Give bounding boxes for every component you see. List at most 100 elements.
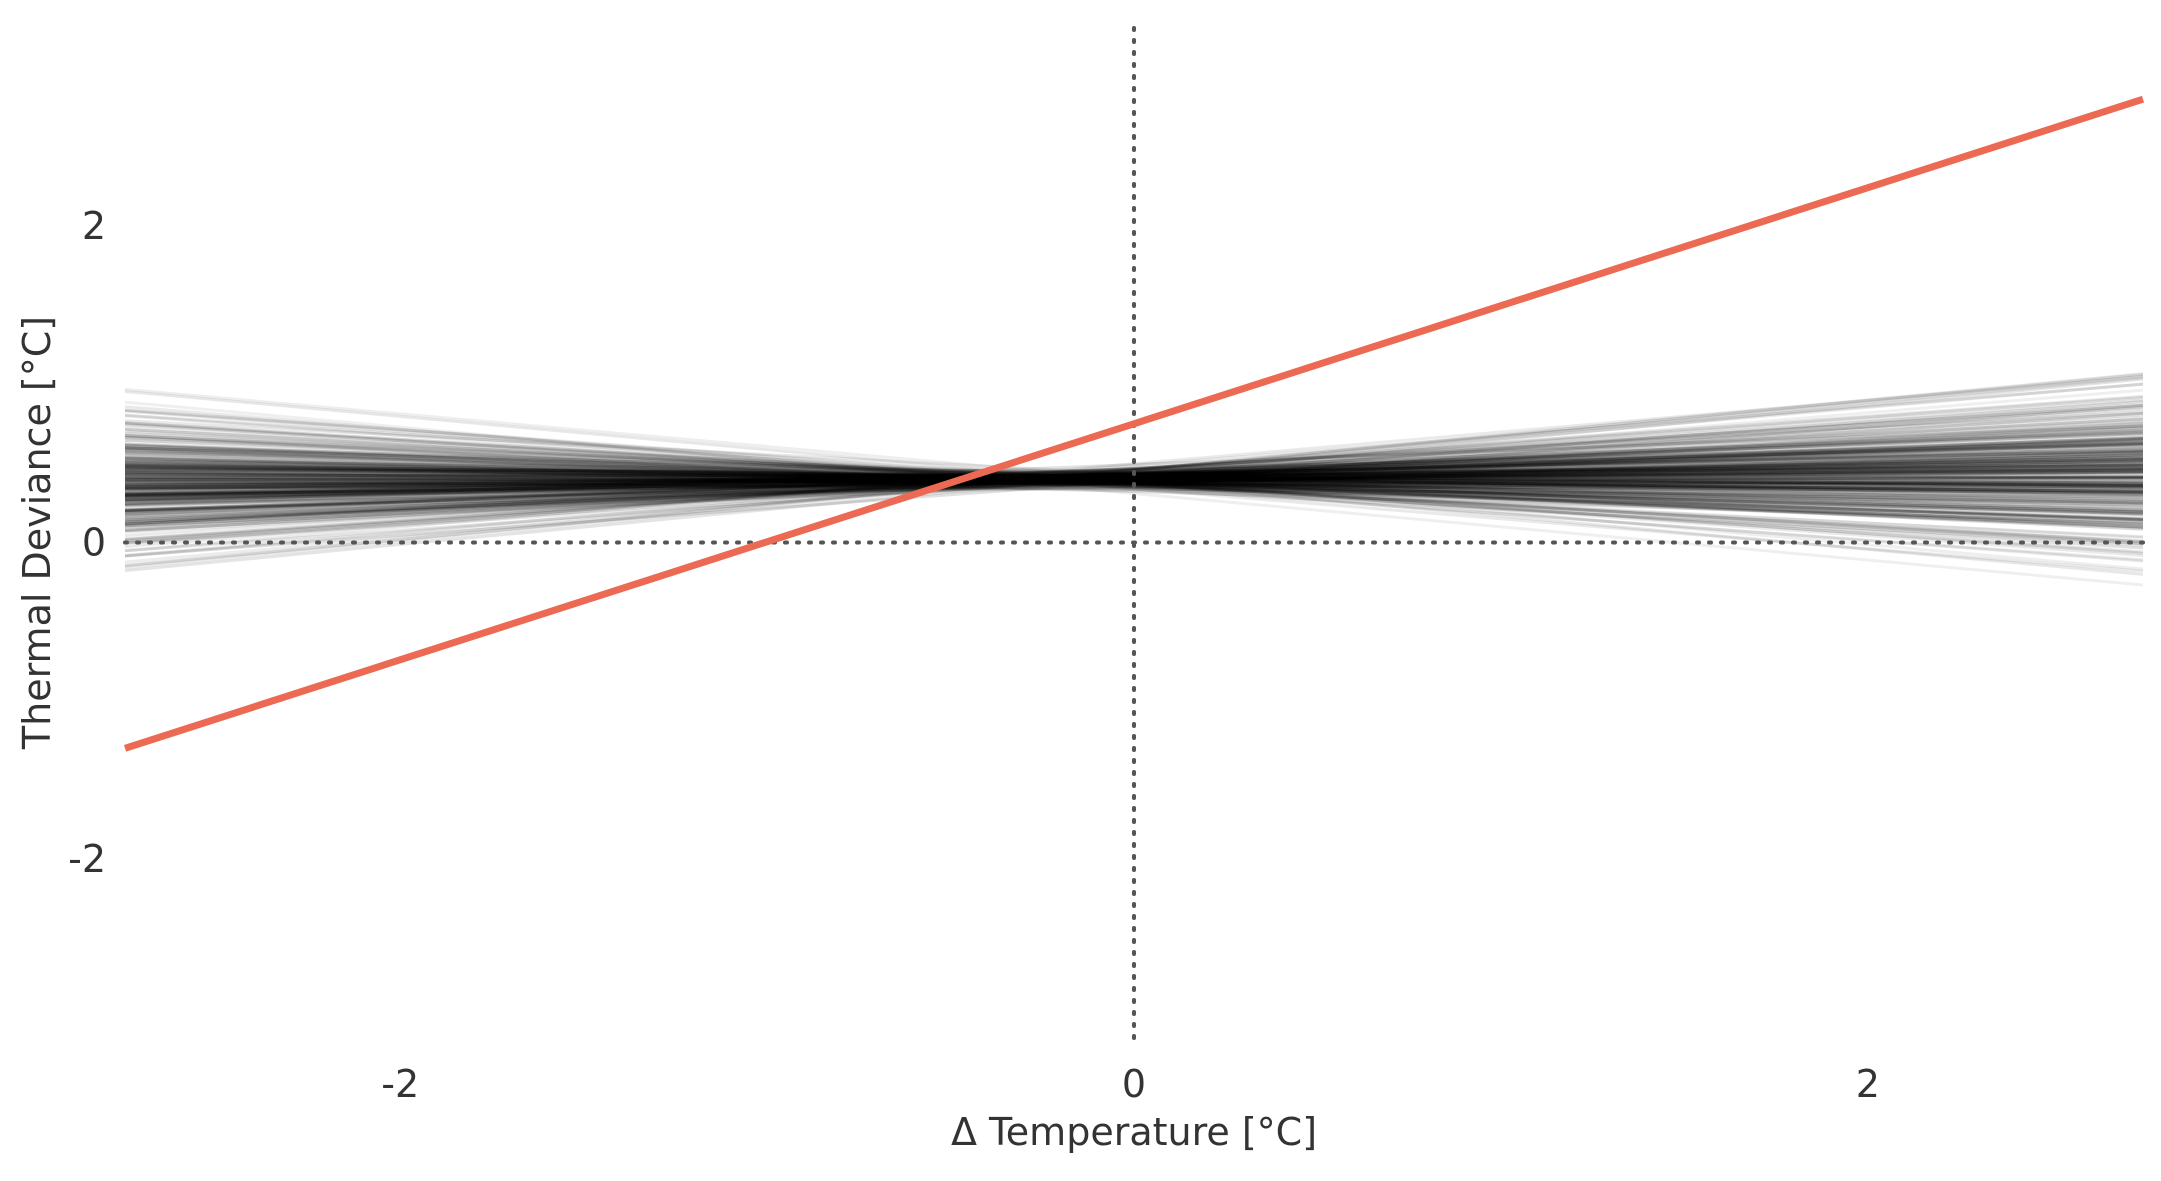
sample-line [124, 424, 2144, 505]
sample-line [124, 461, 2144, 501]
reference-lines-group [123, 26, 2145, 1047]
sample-line [124, 400, 2144, 587]
sample-line [124, 441, 2144, 520]
sample-line [124, 415, 2144, 522]
sample-line [124, 463, 2144, 499]
sample-line [124, 459, 2144, 497]
sample-line [124, 457, 2144, 498]
sample-line [124, 455, 2144, 502]
sample-line [124, 479, 2144, 499]
sample-line [124, 398, 2144, 542]
sample-line [124, 439, 2144, 513]
sample-line [124, 457, 2144, 498]
sample-line [124, 457, 2144, 507]
sample-line [124, 466, 2144, 495]
sample-line [124, 433, 2144, 522]
sample-line [124, 466, 2144, 495]
sample-line [124, 468, 2144, 491]
sample-line [124, 470, 2144, 484]
sample-line [124, 465, 2144, 487]
sample-line [124, 436, 2144, 522]
sample-line [124, 468, 2144, 493]
sample-line [124, 478, 2144, 498]
sample-line [124, 438, 2144, 519]
sample-line [124, 463, 2144, 494]
sample-line [124, 467, 2144, 488]
sample-line [124, 460, 2144, 499]
sample-line [124, 402, 2144, 538]
sample-line [124, 445, 2144, 508]
sample-line [124, 456, 2144, 506]
sample-line [124, 469, 2144, 486]
sample-line [124, 442, 2144, 516]
sample-line [124, 457, 2144, 498]
sample-line [124, 466, 2144, 489]
sample-line [124, 406, 2144, 531]
sample-line [124, 443, 2144, 512]
sample-line [124, 438, 2144, 521]
sample-line [124, 468, 2144, 490]
sample-line [124, 431, 2144, 529]
sample-line [124, 465, 2144, 494]
sample-line [124, 464, 2144, 488]
sample-lines-group [124, 372, 2144, 587]
sample-line [124, 464, 2144, 490]
sample-line [124, 477, 2144, 484]
sample-line [124, 437, 2144, 518]
sample-line [124, 446, 2144, 513]
sample-line [124, 470, 2144, 487]
sample-line [124, 472, 2144, 487]
x-tick-label: -2 [381, 1062, 419, 1106]
x-tick-labels: -2 0 2 [381, 1062, 1880, 1106]
sample-line [124, 428, 2144, 525]
sample-line [124, 446, 2144, 509]
sample-line [124, 476, 2144, 481]
sample-line [124, 447, 2144, 517]
sample-line [124, 466, 2144, 493]
sample-line [124, 436, 2144, 502]
sample-line [124, 433, 2144, 546]
sample-line [124, 430, 2144, 507]
sample-line [124, 382, 2144, 548]
sample-line [124, 460, 2144, 496]
sample-line [124, 436, 2144, 522]
sample-line [124, 470, 2144, 492]
sample-line [124, 467, 2144, 495]
sample-line [124, 426, 2144, 529]
sample-line [124, 462, 2144, 494]
sample-line [124, 459, 2144, 495]
sample-line [124, 470, 2144, 482]
sample-line [124, 376, 2144, 564]
y-tick-label: 2 [82, 204, 106, 248]
sample-line [124, 408, 2144, 555]
sample-line [124, 438, 2144, 524]
sample-line [124, 395, 2144, 544]
sample-line [124, 457, 2144, 501]
sample-line [124, 435, 2144, 524]
sample-line [124, 431, 2144, 531]
sample-line [124, 458, 2144, 502]
sample-line [124, 372, 2144, 567]
highlight-line-group [123, 95, 2145, 752]
sample-line [124, 442, 2144, 512]
sample-line [124, 445, 2144, 512]
sample-line [124, 438, 2144, 518]
sample-line [124, 475, 2144, 487]
sample-line [124, 473, 2144, 479]
sample-line [124, 469, 2144, 489]
sample-line [124, 470, 2144, 488]
y-tick-label: -2 [68, 837, 106, 881]
sample-line [124, 434, 2144, 523]
sample-line [124, 468, 2144, 485]
sample-line [124, 463, 2144, 492]
sample-line [124, 471, 2144, 491]
sample-line [124, 453, 2144, 499]
sample-line [124, 471, 2144, 483]
sample-line [124, 429, 2144, 524]
y-axis-label: Thermal Deviance [°C] [15, 316, 59, 750]
sample-line [124, 477, 2144, 504]
sample-line [124, 465, 2144, 496]
sample-line [124, 464, 2144, 499]
sample-line [124, 465, 2144, 487]
